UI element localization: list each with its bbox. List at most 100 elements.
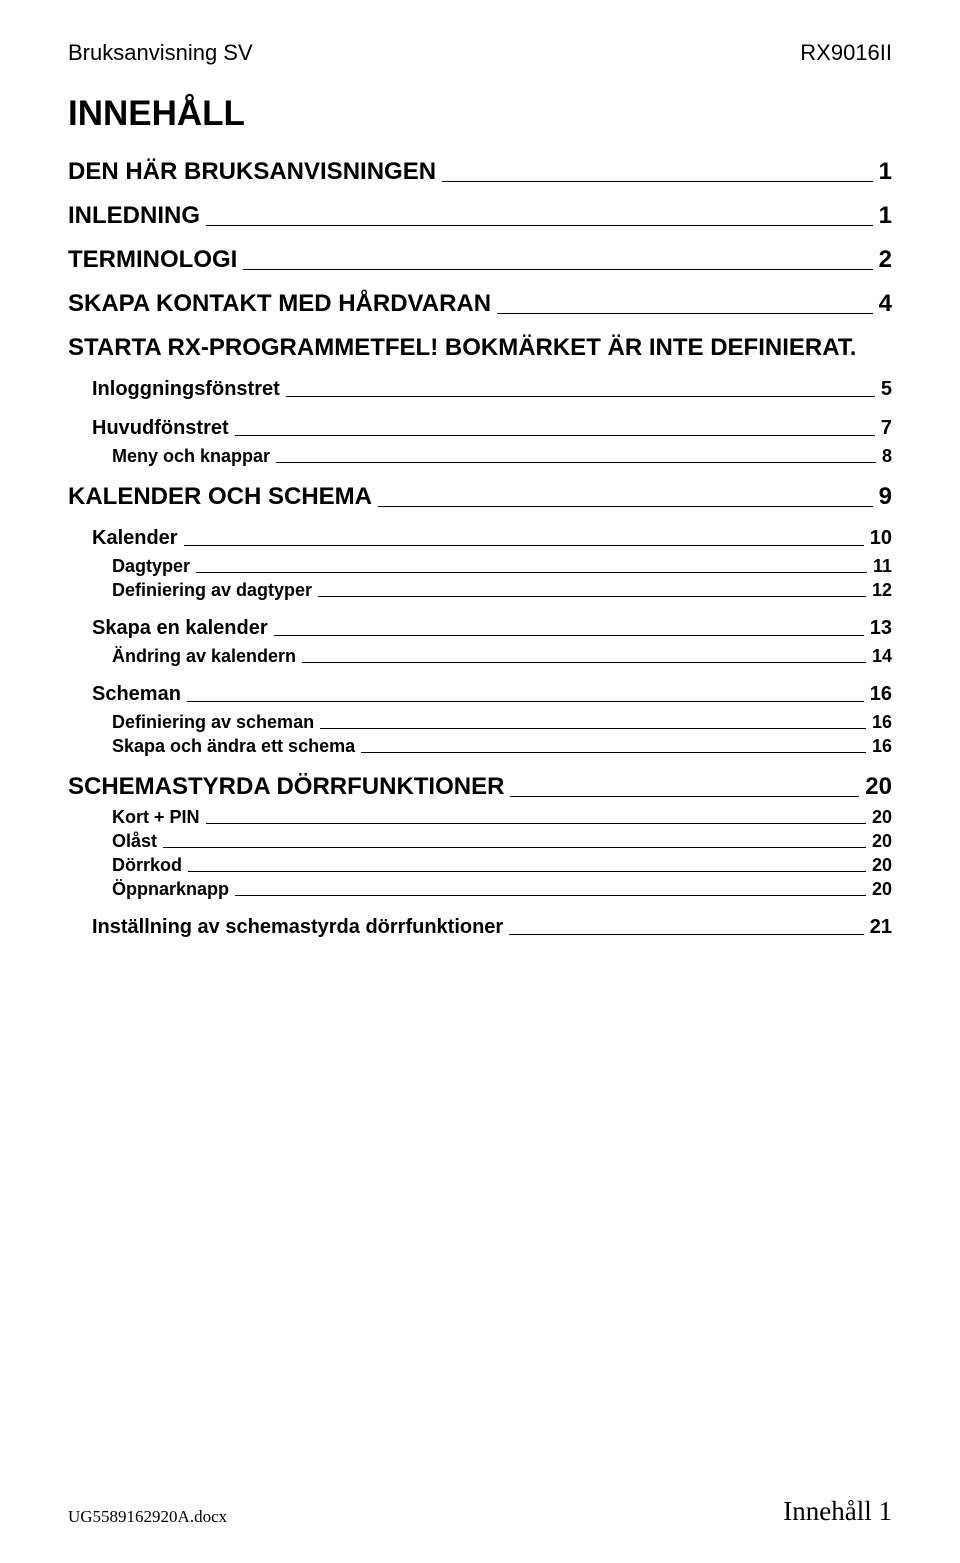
toc-page-number: 5	[881, 378, 892, 401]
toc-leader-line	[286, 396, 875, 397]
toc-row: STARTA RX-PROGRAMMETFEL! BOKMÄRKET ÄR IN…	[68, 334, 892, 362]
toc-page-number: 1	[879, 158, 892, 186]
toc-page-number: 1	[879, 202, 892, 230]
toc-page-number: 16	[870, 683, 892, 706]
toc-leader-line	[510, 796, 859, 797]
toc-label: Kort + PIN	[112, 807, 200, 828]
toc-page-number: 20	[872, 879, 892, 900]
toc-page-number: 20	[872, 855, 892, 876]
toc-leader-line	[320, 728, 866, 729]
header-left: Bruksanvisning SV	[68, 40, 253, 66]
toc-leader-line	[274, 635, 864, 636]
toc-label: Skapa och ändra ett schema	[112, 736, 355, 757]
toc-label: Skapa en kalender	[92, 617, 268, 640]
toc-label: KALENDER OCH SCHEMA	[68, 483, 372, 511]
toc-page-number: 11	[873, 556, 892, 577]
toc-label: Kalender	[92, 527, 178, 550]
toc-page-number: 20	[872, 831, 892, 852]
toc-row: Dörrkod 20	[68, 855, 892, 876]
toc-label: SCHEMASTYRDA DÖRRFUNKTIONER	[68, 773, 504, 801]
toc-page-number: 13	[870, 617, 892, 640]
toc-label: Olåst	[112, 831, 157, 852]
toc-page-number: 12	[872, 580, 892, 601]
toc-label: SKAPA KONTAKT MED HÅRDVARAN	[68, 290, 491, 318]
header-right: RX9016II	[800, 40, 892, 66]
toc-row: Scheman 16	[68, 683, 892, 706]
toc-error-text: FEL! BOKMÄRKET ÄR INTE DEFINIERAT.	[385, 334, 857, 362]
toc-page-number: 2	[879, 246, 892, 274]
toc-row: INLEDNING 1	[68, 202, 892, 230]
toc-leader-line	[188, 871, 866, 872]
toc-row: Kalender 10	[68, 527, 892, 550]
toc-leader-line	[196, 572, 867, 573]
toc-label: Definiering av dagtyper	[112, 580, 312, 601]
toc-row: SCHEMASTYRDA DÖRRFUNKTIONER 20	[68, 773, 892, 801]
toc-label: INLEDNING	[68, 202, 200, 230]
toc-leader-line	[243, 269, 872, 270]
toc-leader-line	[235, 895, 866, 896]
toc-label: Scheman	[92, 683, 181, 706]
toc-label: Huvudfönstret	[92, 417, 229, 440]
toc-leader-line	[276, 462, 876, 463]
toc-label: TERMINOLOGI	[68, 246, 237, 274]
toc-leader-line	[235, 435, 875, 436]
toc-row: Meny och knappar 8	[68, 446, 892, 467]
toc-row: Definiering av dagtyper 12	[68, 580, 892, 601]
toc-page-number: 14	[872, 646, 892, 667]
toc-row: Huvudfönstret 7	[68, 417, 892, 440]
footer-right: Innehåll 1	[783, 1496, 892, 1527]
toc-leader-line	[509, 934, 864, 935]
toc-leader-line	[184, 545, 864, 546]
toc-page-number: 20	[872, 807, 892, 828]
toc-label: Dörrkod	[112, 855, 182, 876]
doc-footer: UG5589162920A.docx Innehåll 1	[68, 1496, 892, 1527]
toc-label: Ändring av kalendern	[112, 646, 296, 667]
toc: DEN HÄR BRUKSANVISNINGEN 1 INLEDNING 1 TERMI…	[68, 158, 892, 939]
toc-leader-line	[361, 752, 866, 753]
toc-page-number: 7	[881, 417, 892, 440]
toc-label: Meny och knappar	[112, 446, 270, 467]
toc-page-number: 10	[870, 527, 892, 550]
toc-row: Öppnarknapp 20	[68, 879, 892, 900]
toc-row: TERMINOLOGI 2	[68, 246, 892, 274]
toc-row: Definiering av scheman 16	[68, 712, 892, 733]
toc-leader-line	[302, 662, 866, 663]
toc-page-number: 4	[879, 290, 892, 318]
toc-label: Inloggningsfönstret	[92, 378, 280, 401]
toc-page-number: 8	[882, 446, 892, 467]
toc-label: STARTA RX-PROGRAMMET	[68, 334, 385, 362]
toc-leader-line	[497, 313, 873, 314]
toc-leader-line	[206, 823, 866, 824]
toc-page-number: 20	[865, 773, 892, 801]
toc-row: Ändring av kalendern 14	[68, 646, 892, 667]
toc-page-number: 21	[870, 916, 892, 939]
toc-page-number: 9	[879, 483, 892, 511]
toc-row: Kort + PIN 20	[68, 807, 892, 828]
toc-leader-line	[206, 225, 873, 226]
toc-row: DEN HÄR BRUKSANVISNINGEN 1	[68, 158, 892, 186]
toc-row: Olåst 20	[68, 831, 892, 852]
toc-row: Dagtyper 11	[68, 556, 892, 577]
toc-label: Inställning av schemastyrda dörrfunktion…	[92, 916, 503, 939]
toc-leader-line	[378, 506, 873, 507]
toc-row: SKAPA KONTAKT MED HÅRDVARAN 4	[68, 290, 892, 318]
toc-leader-line	[187, 701, 864, 702]
footer-left: UG5589162920A.docx	[68, 1507, 227, 1527]
toc-row: Inloggningsfönstret 5	[68, 378, 892, 401]
toc-row: KALENDER OCH SCHEMA 9	[68, 483, 892, 511]
toc-page-number: 16	[872, 712, 892, 733]
toc-row: Inställning av schemastyrda dörrfunktion…	[68, 916, 892, 939]
toc-leader-line	[318, 596, 866, 597]
toc-label: Dagtyper	[112, 556, 190, 577]
toc-row: Skapa en kalender 13	[68, 617, 892, 640]
page: Bruksanvisning SV RX9016II INNEHÅLL DEN …	[0, 0, 960, 1563]
toc-label: Öppnarknapp	[112, 879, 229, 900]
toc-label: Definiering av scheman	[112, 712, 314, 733]
toc-row: Skapa och ändra ett schema 16	[68, 736, 892, 757]
doc-header: Bruksanvisning SV RX9016II	[68, 40, 892, 66]
toc-page-number: 16	[872, 736, 892, 757]
page-title: INNEHÅLL	[68, 94, 892, 134]
toc-leader-line	[442, 181, 873, 182]
toc-leader-line	[163, 847, 866, 848]
toc-label: DEN HÄR BRUKSANVISNINGEN	[68, 158, 436, 186]
